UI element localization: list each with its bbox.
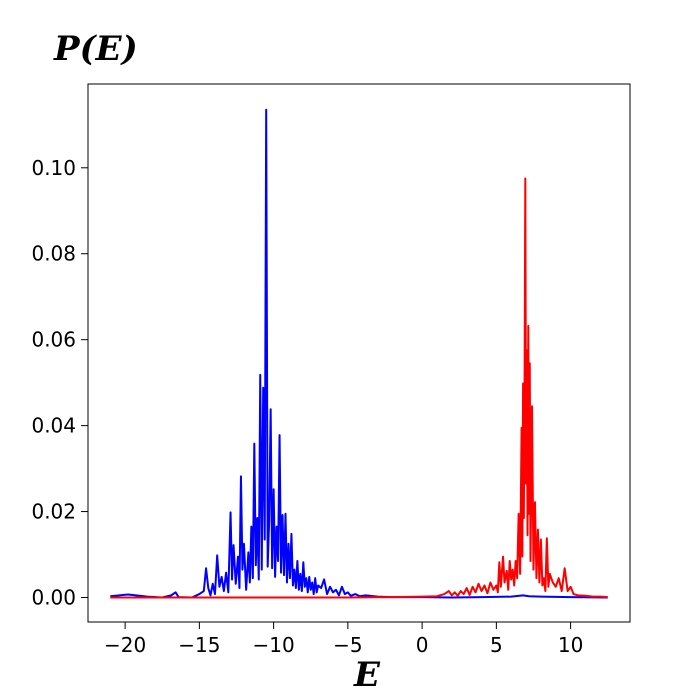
y-axis-title: P(E) [53, 29, 138, 69]
x-tick-label: 0 [416, 633, 429, 657]
x-tick-label: −20 [104, 633, 146, 657]
y-tick-label: 0.04 [31, 414, 76, 438]
series-layer [110, 108, 608, 599]
y-tick-label: 0.02 [31, 500, 76, 524]
series-line-2 [110, 177, 608, 599]
x-tick-label: −10 [253, 633, 295, 657]
y-axis: 0.00 0.02 0.04 0.06 0.08 0.10 [31, 156, 88, 610]
x-tick-label: −5 [333, 633, 362, 657]
plot-frame [87, 83, 631, 623]
series-line-1 [110, 108, 608, 599]
x-axis: −20 −15 −10 −5 0 5 10 [104, 622, 583, 657]
y-tick-label: 0.00 [31, 586, 76, 610]
y-tick-label: 0.08 [31, 242, 76, 266]
x-tick-label: 5 [490, 633, 503, 657]
y-tick-label: 0.10 [31, 156, 76, 180]
x-axis-title: E [353, 655, 381, 695]
x-tick-label: 10 [558, 633, 583, 657]
y-tick-label: 0.06 [31, 328, 76, 352]
x-tick-label: −15 [178, 633, 220, 657]
